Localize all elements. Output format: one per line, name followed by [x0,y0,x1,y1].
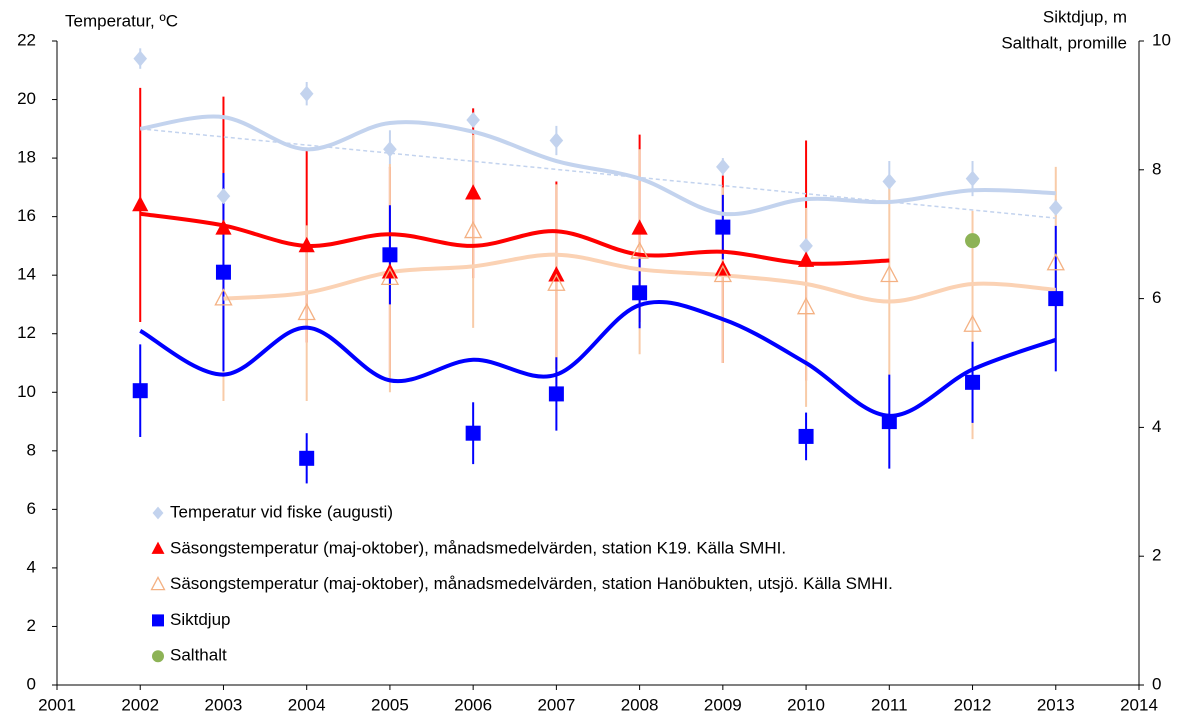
triangle-marker [214,288,233,306]
triangle-marker [547,273,566,291]
legend-label: Säsongstemperatur (maj-oktober), månadsm… [170,574,893,593]
triangle-marker [963,314,982,332]
y2-tick-label: 0 [1152,674,1161,693]
triangle-marker [713,264,733,283]
y-tick-label: 0 [27,674,36,693]
smooth-line [139,114,1056,217]
y-tick-label: 12 [17,323,36,342]
y-tick-label: 6 [27,499,36,518]
y-tick-label: 18 [17,148,36,167]
triangle-marker [1046,253,1065,271]
square-marker [215,264,231,280]
triangle-marker [463,220,483,239]
square-marker [632,285,648,301]
triangle-marker [215,219,232,235]
x-tick-label: 2003 [205,695,243,714]
x-tick-label: 2012 [954,695,992,714]
diamond-marker [133,50,148,67]
y2-tick-label: 4 [1152,417,1161,436]
y-tick-label: 20 [17,89,36,108]
x-tick-label: 2009 [704,695,742,714]
x-tick-label: 2006 [454,695,492,714]
y2-tick-label: 10 [1152,30,1171,49]
diamond-marker [799,237,813,254]
x-tick-label: 2010 [787,695,825,714]
triangle-marker [380,267,400,286]
y-tick-label: 16 [17,206,36,225]
smooth-line [139,300,1057,418]
triangle-marker [630,241,649,259]
diamond-marker [299,85,314,102]
x-tick-label: 2002 [121,695,159,714]
legend-marker [152,506,164,520]
y-tick-label: 10 [17,382,36,401]
trend-line [140,128,1056,219]
square-marker [382,247,398,263]
triangle-marker [714,260,731,276]
legend-label: Temperatur vid fiske (augusti) [170,502,393,521]
diamond-marker [882,173,897,190]
diamond-marker [549,132,564,149]
triangle-marker [298,236,315,253]
diamond-marker [216,188,231,205]
legend-label: Salthalt [170,646,227,665]
triangle-marker [132,195,149,212]
triangle-marker [465,184,482,200]
square-marker [299,450,315,466]
triangle-marker [880,264,899,283]
legend-marker [150,576,166,591]
triangle-marker [797,251,815,267]
circle-marker [965,233,981,249]
triangle-marker [381,263,399,279]
square-marker [1048,291,1064,307]
y-axis-title: Temperatur, ºC [65,11,178,30]
y2-tick-label: 8 [1152,159,1161,178]
square-marker [798,428,814,444]
x-tick-label: 2001 [38,695,76,714]
smooth-line [223,252,1056,304]
x-tick-label: 2013 [1037,695,1075,714]
diamond-marker [965,170,980,187]
square-marker [881,414,897,430]
diamond-marker [716,158,730,175]
y-tick-label: 22 [17,30,36,49]
y2-tick-label: 2 [1152,546,1161,565]
legend-marker [152,650,164,663]
x-tick-label: 2004 [288,695,326,714]
x-tick-label: 2008 [621,695,659,714]
y2-axis-title: Salthalt, promille [1001,33,1127,52]
triangle-marker [631,219,648,235]
diamond-marker [466,112,480,129]
diamond-marker [1048,199,1063,216]
square-marker [548,386,564,402]
y-tick-label: 14 [17,265,36,284]
y-tick-label: 8 [27,440,36,459]
y-tick-label: 4 [27,557,36,576]
legend-marker [151,541,165,554]
x-tick-label: 2007 [537,695,575,714]
y2-axis-title: Siktdjup, m [1043,7,1127,26]
y2-tick-label: 6 [1152,288,1161,307]
square-marker [965,374,981,390]
x-tick-label: 2011 [871,695,908,714]
triangle-marker [297,302,316,321]
x-tick-label: 2005 [371,695,409,714]
y-tick-label: 2 [27,616,36,635]
x-tick-label: 2014 [1120,695,1158,714]
smooth-line [139,211,890,266]
legend-marker [152,614,164,627]
square-marker [132,383,148,399]
square-marker [715,219,731,235]
diamond-marker [383,141,397,158]
triangle-marker [796,296,816,315]
square-marker [465,425,481,441]
legend-label: Säsongstemperatur (maj-oktober), månadsm… [170,538,786,557]
legend-label: Siktdjup [170,610,230,629]
